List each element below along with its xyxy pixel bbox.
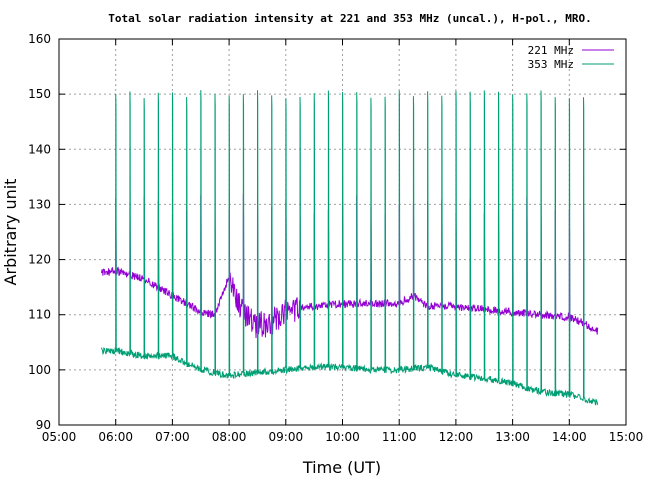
y-tick-label: 100 <box>28 363 51 377</box>
series-line-1 <box>101 90 599 406</box>
legend-label-353: 353 MHz <box>528 58 574 71</box>
x-tick-label: 07:00 <box>155 430 190 444</box>
series-line-0 <box>101 194 599 339</box>
y-tick-label: 120 <box>28 253 51 267</box>
x-tick-label: 15:00 <box>609 430 644 444</box>
chart-title: Total solar radiation intensity at 221 a… <box>108 12 591 25</box>
series-layer <box>101 90 599 406</box>
legend: 221 MHz 353 MHz <box>528 44 614 71</box>
legend-label-221: 221 MHz <box>528 44 574 57</box>
y-tick-label: 130 <box>28 197 51 211</box>
y-axis-label: Arbitrary unit <box>1 179 20 286</box>
x-axis-label: Time (UT) <box>302 458 381 477</box>
y-tick-label: 150 <box>28 87 51 101</box>
x-tick-label: 09:00 <box>269 430 304 444</box>
y-tick-label: 140 <box>28 142 51 156</box>
y-tick-label: 160 <box>28 32 51 46</box>
x-tick-labels: 05:00 06:00 07:00 08:00 09:00 10:00 11:00 12:00… <box>42 430 644 444</box>
x-tick-label: 13:00 <box>495 430 530 444</box>
ticks <box>58 38 627 426</box>
y-tick-labels: 90 100 110 120 130 140 150 160 <box>28 32 51 432</box>
x-tick-label: 05:00 <box>42 430 77 444</box>
y-tick-label: 110 <box>28 308 51 322</box>
x-tick-label: 11:00 <box>382 430 417 444</box>
x-tick-label: 06:00 <box>98 430 133 444</box>
x-tick-label: 10:00 <box>325 430 360 444</box>
x-tick-label: 08:00 <box>212 430 247 444</box>
x-tick-label: 12:00 <box>439 430 474 444</box>
x-tick-label: 14:00 <box>552 430 587 444</box>
y-tick-label: 90 <box>36 418 51 432</box>
